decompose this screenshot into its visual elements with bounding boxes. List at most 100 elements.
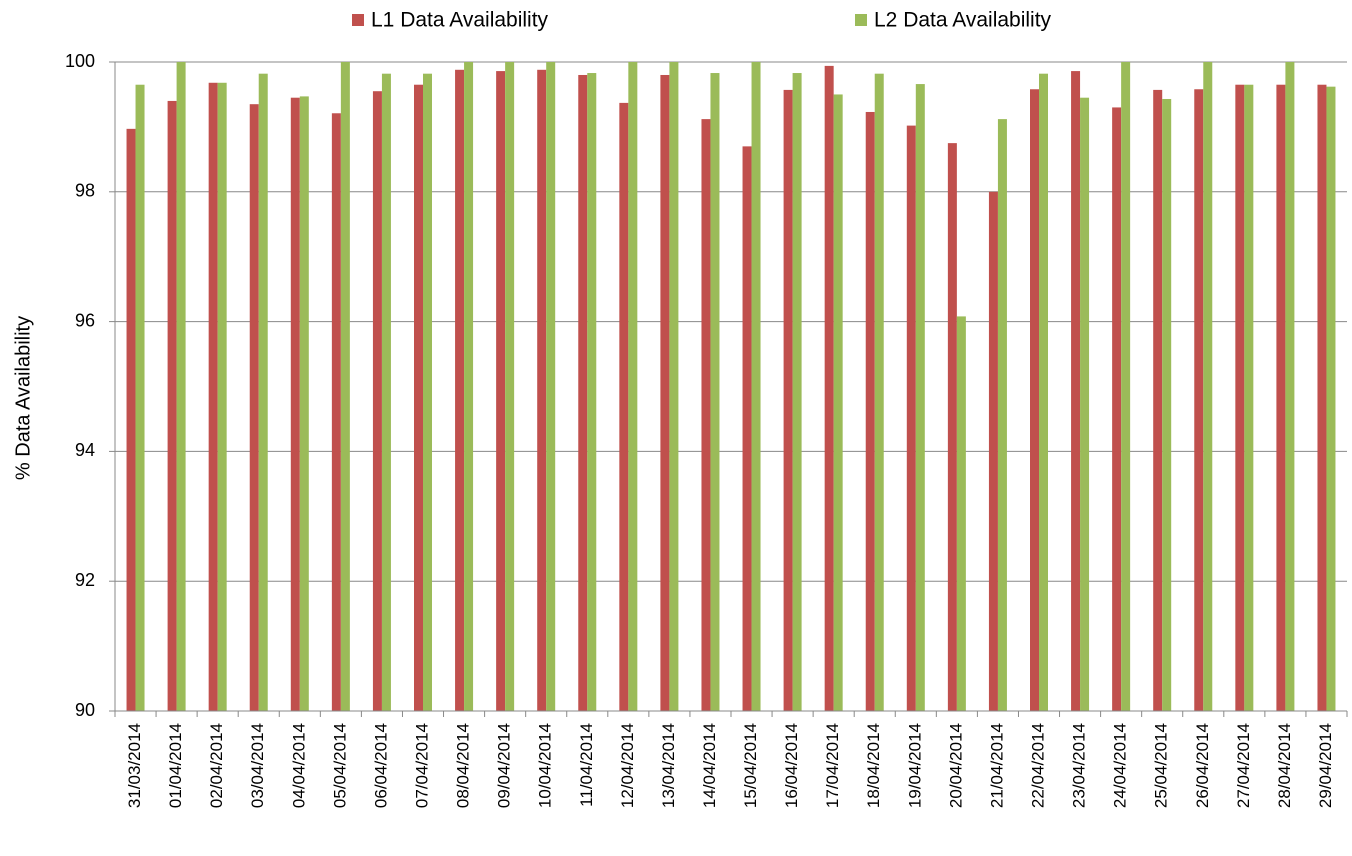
bar bbox=[669, 62, 679, 711]
x-tick-label: 23/04/2014 bbox=[1070, 723, 1089, 808]
y-tick-label: 90 bbox=[75, 700, 95, 720]
bar bbox=[290, 97, 300, 711]
bar bbox=[783, 89, 793, 712]
y-tick-label: 98 bbox=[75, 181, 95, 201]
bar bbox=[1235, 84, 1245, 712]
x-tick-label: 14/04/2014 bbox=[700, 723, 719, 808]
x-tick-label: 28/04/2014 bbox=[1275, 723, 1294, 808]
y-tick-label: 94 bbox=[75, 440, 95, 460]
x-tick-label: 05/04/2014 bbox=[330, 723, 349, 808]
bar bbox=[496, 71, 506, 711]
x-tick-label: 24/04/2014 bbox=[1111, 723, 1130, 808]
bar bbox=[1071, 71, 1081, 711]
bar bbox=[1194, 89, 1204, 712]
legend-swatch bbox=[352, 14, 364, 26]
bar bbox=[414, 84, 423, 712]
bar bbox=[340, 62, 350, 711]
x-tick-label: 04/04/2014 bbox=[289, 723, 308, 808]
bar bbox=[546, 62, 556, 711]
bar bbox=[423, 73, 432, 711]
bar bbox=[1039, 73, 1048, 711]
bar bbox=[1203, 62, 1213, 711]
x-tick-label: 20/04/2014 bbox=[946, 723, 965, 808]
bar bbox=[176, 62, 186, 711]
bar bbox=[742, 146, 752, 711]
bar bbox=[126, 128, 136, 712]
x-tick-label: 17/04/2014 bbox=[823, 723, 842, 808]
x-tick-label: 27/04/2014 bbox=[1234, 723, 1253, 808]
bar bbox=[792, 73, 802, 711]
x-tick-label: 13/04/2014 bbox=[659, 723, 678, 808]
bar bbox=[947, 143, 957, 711]
x-tick-label: 06/04/2014 bbox=[371, 723, 390, 808]
y-axis-label: % Data Availability bbox=[12, 316, 34, 480]
bar bbox=[1080, 97, 1090, 711]
x-tick-label: 19/04/2014 bbox=[905, 723, 924, 808]
bar bbox=[988, 191, 998, 712]
bar bbox=[865, 111, 875, 711]
bar bbox=[1326, 86, 1336, 712]
bar bbox=[587, 73, 597, 711]
bar bbox=[1112, 107, 1122, 712]
x-tick-label: 03/04/2014 bbox=[248, 723, 267, 808]
bar bbox=[1244, 84, 1254, 712]
x-tick-label: 18/04/2014 bbox=[864, 723, 883, 808]
bar bbox=[537, 69, 547, 711]
x-tick-label: 11/04/2014 bbox=[577, 723, 596, 807]
y-tick-label: 100 bbox=[65, 51, 95, 71]
bar bbox=[331, 113, 341, 712]
bar bbox=[751, 62, 761, 711]
bar bbox=[660, 74, 670, 712]
bar bbox=[1153, 89, 1163, 712]
bar bbox=[381, 73, 391, 711]
bar bbox=[619, 102, 629, 711]
bar bbox=[824, 65, 834, 712]
bar bbox=[167, 100, 177, 711]
bar bbox=[455, 69, 465, 711]
x-tick-label: 12/04/2014 bbox=[618, 723, 637, 808]
x-tick-label: 29/04/2014 bbox=[1316, 723, 1335, 808]
bar bbox=[1030, 89, 1039, 712]
bar bbox=[258, 73, 268, 711]
bar bbox=[208, 82, 218, 711]
y-tick-label: 96 bbox=[75, 310, 95, 330]
bar bbox=[997, 119, 1007, 711]
bar bbox=[1317, 84, 1327, 712]
x-tick-label: 01/04/2014 bbox=[166, 723, 185, 808]
x-tick-label: 25/04/2014 bbox=[1152, 723, 1171, 808]
x-tick-label: 10/04/2014 bbox=[536, 723, 555, 808]
legend-label: L1 Data Availability bbox=[371, 9, 549, 32]
bar bbox=[1121, 62, 1131, 711]
legend-swatch bbox=[855, 14, 867, 26]
bar bbox=[1276, 84, 1286, 712]
bar bbox=[915, 84, 925, 712]
bar bbox=[372, 91, 382, 711]
x-tick-label: 07/04/2014 bbox=[412, 723, 431, 808]
bar bbox=[956, 316, 966, 711]
bar bbox=[299, 96, 309, 712]
x-tick-label: 21/04/2014 bbox=[987, 723, 1006, 808]
bar bbox=[464, 62, 474, 711]
x-tick-label: 08/04/2014 bbox=[454, 723, 473, 808]
x-tick-label: 22/04/2014 bbox=[1028, 723, 1047, 808]
x-tick-label: 15/04/2014 bbox=[741, 723, 760, 808]
bar bbox=[578, 74, 588, 712]
bar bbox=[628, 62, 638, 711]
bar bbox=[217, 82, 227, 711]
bar bbox=[135, 84, 145, 712]
bar bbox=[249, 104, 259, 711]
y-tick-label: 92 bbox=[75, 570, 95, 590]
bar bbox=[906, 125, 916, 712]
x-tick-label: 26/04/2014 bbox=[1193, 723, 1212, 808]
bar bbox=[505, 62, 515, 711]
bar bbox=[874, 73, 884, 711]
bar bbox=[701, 119, 711, 711]
bar bbox=[1285, 62, 1295, 711]
legend-label: L2 Data Availability bbox=[874, 9, 1052, 32]
bar bbox=[1162, 98, 1172, 712]
bar bbox=[710, 73, 720, 711]
bar bbox=[833, 94, 843, 711]
x-tick-label: 16/04/2014 bbox=[782, 723, 801, 808]
x-tick-label: 31/03/2014 bbox=[125, 723, 144, 808]
